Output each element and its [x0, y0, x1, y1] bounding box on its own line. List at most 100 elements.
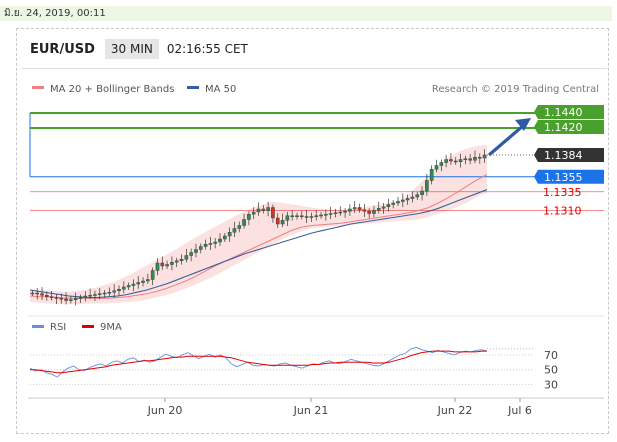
x-tick-label: Jun 21	[293, 404, 329, 417]
candle	[73, 298, 78, 300]
level-label-1.1355: 1.1355	[544, 171, 583, 184]
x-ticks-layer: Jun 20 Jun 21 Jun 22 Jul 6	[147, 398, 532, 417]
rsi-tick-30: 30	[544, 379, 558, 392]
candle	[401, 199, 405, 202]
ma50-line	[29, 188, 488, 299]
timeframe-button[interactable]: 30 MIN	[104, 39, 159, 59]
bollinger-legend-label: MA 20 + Bollinger Bands	[50, 84, 174, 95]
candle	[83, 295, 88, 298]
candle	[232, 228, 237, 233]
candle	[261, 208, 266, 211]
candle	[439, 162, 444, 166]
candle	[367, 211, 371, 214]
projection-arrow-shaft	[487, 123, 526, 157]
candle	[155, 262, 160, 271]
candle	[280, 220, 285, 225]
symbol-label: EUR/USD	[30, 41, 95, 57]
x-tick-label: Jun 20	[147, 404, 183, 417]
rsi-legend-swatch	[32, 325, 44, 328]
ma50-legend-swatch	[187, 86, 199, 89]
ma20-line	[29, 174, 488, 299]
candle	[242, 219, 246, 226]
candle	[97, 293, 102, 295]
bollinger-legend-swatch	[32, 86, 44, 89]
candle	[165, 264, 169, 267]
candle	[107, 292, 112, 294]
candle	[386, 204, 391, 207]
candle	[372, 210, 376, 214]
candle	[136, 282, 141, 285]
candles-layer	[30, 149, 487, 306]
candle	[271, 207, 275, 219]
chart-header: EUR/USD 30 MIN 02:16:55 CET	[30, 38, 248, 60]
candle	[223, 235, 227, 240]
candle	[247, 214, 251, 220]
candle	[141, 280, 145, 283]
ma50-legend-label: MA 50	[205, 84, 236, 95]
candle	[256, 208, 261, 213]
level-tag-1.1384	[534, 148, 604, 162]
candle	[425, 180, 429, 192]
projection-arrow-head	[515, 118, 531, 131]
candle	[324, 214, 328, 216]
candle	[328, 213, 333, 215]
candle	[54, 297, 59, 299]
candle	[275, 217, 280, 225]
candle	[189, 252, 193, 256]
candle	[299, 215, 304, 217]
level-label-1.1440: 1.1440	[544, 106, 583, 119]
candle	[170, 262, 174, 265]
level-labels-layer: 1.1440 1.1420 1.1384 1.1355 1.1335 1.1310	[534, 105, 604, 218]
candle	[468, 158, 472, 161]
ma9-legend-label: 9MA	[100, 322, 122, 333]
candle	[213, 241, 218, 244]
candle	[410, 196, 415, 199]
candle	[160, 262, 165, 267]
candle	[78, 297, 83, 299]
header-divider	[22, 68, 607, 69]
candle	[304, 216, 309, 218]
candle	[40, 293, 44, 296]
rsi-layer: 70 50 30	[29, 346, 558, 392]
candle	[285, 215, 290, 221]
candle	[126, 285, 131, 288]
moving-average-layer	[29, 174, 488, 299]
candle	[208, 243, 213, 245]
candle	[45, 295, 49, 297]
candle	[391, 202, 395, 205]
candle	[266, 207, 270, 211]
candle	[415, 194, 420, 198]
candle	[444, 159, 448, 163]
clock-label: 02:16:55 CET	[166, 42, 248, 56]
level-label-1.1384: 1.1384	[544, 149, 583, 162]
candle	[198, 246, 203, 250]
candle	[179, 259, 184, 261]
candle	[49, 296, 54, 298]
candle	[449, 159, 453, 162]
level-tag-1.1420	[534, 120, 604, 134]
candle	[30, 292, 35, 295]
candle	[482, 154, 487, 159]
candle	[309, 216, 314, 218]
bollinger-band-layer	[30, 145, 487, 305]
candle	[112, 290, 116, 293]
candle	[348, 208, 352, 212]
candle	[131, 283, 136, 286]
candle	[251, 211, 256, 215]
candle	[122, 286, 126, 290]
x-tick-label: Jun 22	[437, 404, 473, 417]
candle	[477, 157, 482, 159]
projection-layer	[487, 118, 531, 157]
candle	[184, 255, 189, 260]
level-label-1.1420: 1.1420	[544, 121, 583, 134]
candle	[453, 160, 458, 163]
candle	[117, 289, 121, 291]
candle	[146, 279, 150, 282]
bollinger-band-fill	[30, 145, 487, 305]
candle	[381, 206, 386, 209]
candle	[434, 165, 439, 170]
candle	[463, 158, 468, 160]
candle	[396, 201, 400, 204]
rsi-tick-70: 70	[544, 349, 558, 362]
ma9-legend-swatch	[82, 325, 94, 328]
